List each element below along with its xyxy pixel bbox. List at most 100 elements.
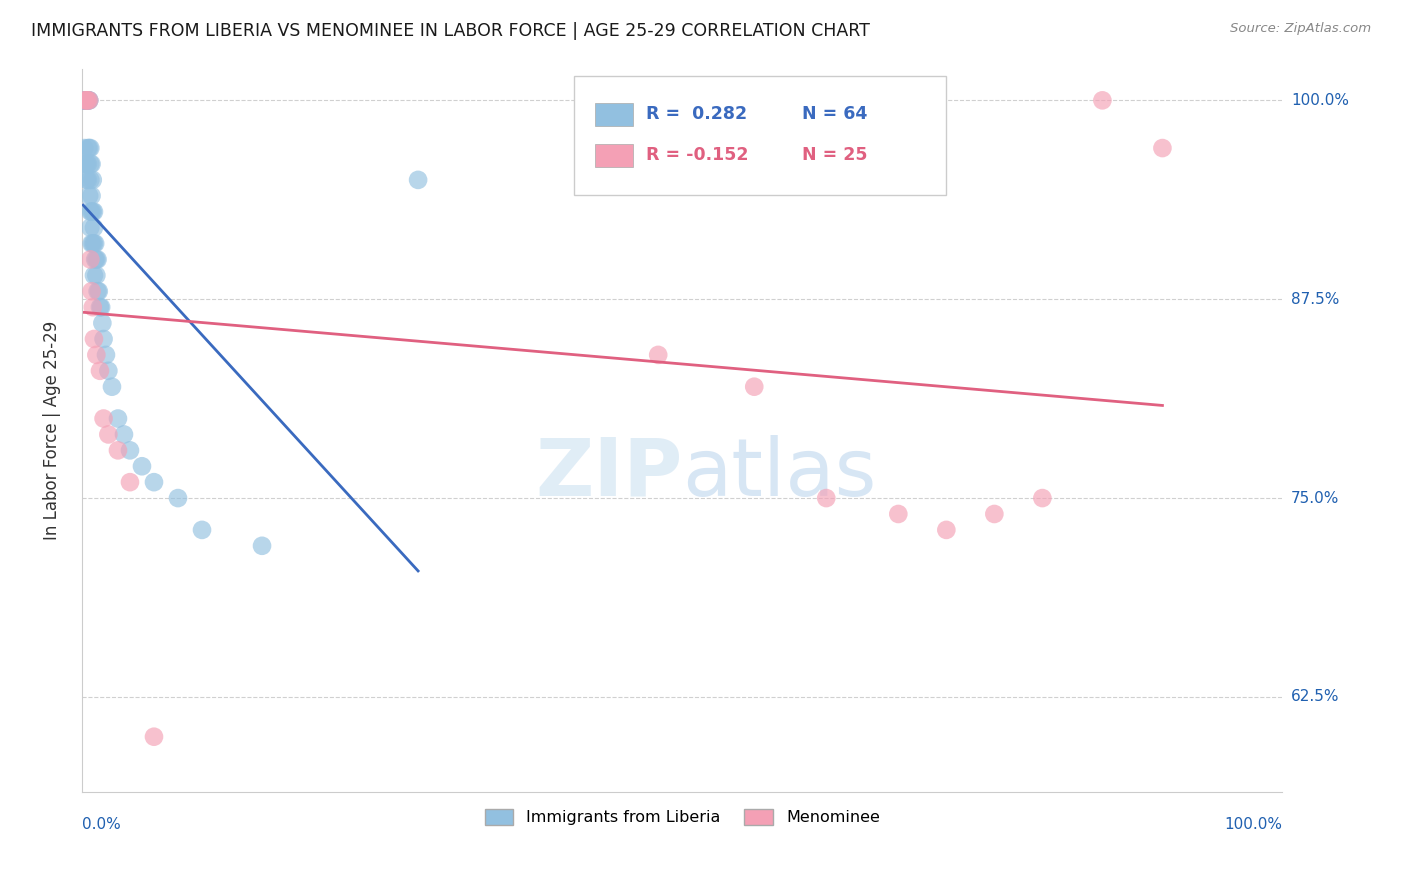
- Point: [79, 141, 101, 155]
- Point: [89, 300, 111, 314]
- Text: IMMIGRANTS FROM LIBERIA VS MENOMINEE IN LABOR FORCE | AGE 25-29 CORRELATION CHAR: IMMIGRANTS FROM LIBERIA VS MENOMINEE IN …: [31, 22, 870, 40]
- Point: [82, 173, 104, 187]
- Point: [86, 285, 108, 299]
- Point: [79, 252, 101, 267]
- Point: [86, 348, 108, 362]
- Y-axis label: In Labor Force | Age 25-29: In Labor Force | Age 25-29: [44, 321, 60, 540]
- Legend: Immigrants from Liberia, Menominee: Immigrants from Liberia, Menominee: [478, 802, 886, 831]
- Point: [83, 236, 105, 251]
- Text: R =  0.282: R = 0.282: [647, 105, 748, 123]
- Point: [83, 332, 105, 346]
- Point: [742, 380, 765, 394]
- Point: [131, 459, 153, 474]
- Point: [1152, 141, 1174, 155]
- Point: [118, 475, 141, 490]
- Point: [90, 300, 112, 314]
- Point: [77, 141, 100, 155]
- Point: [75, 93, 97, 107]
- Point: [191, 523, 214, 537]
- Point: [77, 93, 100, 107]
- Point: [73, 93, 96, 107]
- Point: [107, 411, 129, 425]
- Point: [75, 93, 97, 107]
- Point: [73, 93, 96, 107]
- Point: [93, 411, 115, 425]
- Point: [76, 157, 98, 171]
- Point: [647, 348, 669, 362]
- Point: [887, 507, 910, 521]
- Point: [84, 252, 107, 267]
- Point: [76, 93, 98, 107]
- Text: atlas: atlas: [682, 435, 876, 513]
- FancyBboxPatch shape: [574, 76, 946, 195]
- Text: 100.0%: 100.0%: [1225, 817, 1282, 832]
- Point: [73, 93, 96, 107]
- Point: [97, 364, 120, 378]
- Point: [77, 93, 100, 107]
- Point: [86, 252, 108, 267]
- Bar: [595, 103, 633, 126]
- Point: [73, 141, 96, 155]
- Point: [80, 204, 103, 219]
- Point: [89, 364, 111, 378]
- Point: [75, 157, 97, 171]
- Point: [79, 157, 101, 171]
- Point: [76, 93, 98, 107]
- Bar: [595, 144, 633, 167]
- Point: [76, 173, 98, 187]
- Point: [76, 93, 98, 107]
- Point: [93, 332, 115, 346]
- Point: [86, 252, 108, 267]
- Point: [143, 730, 166, 744]
- Point: [83, 220, 105, 235]
- Point: [143, 475, 166, 490]
- Point: [82, 300, 104, 314]
- Point: [82, 236, 104, 251]
- Point: [77, 141, 100, 155]
- Point: [75, 93, 97, 107]
- Point: [79, 220, 101, 235]
- Point: [75, 93, 97, 107]
- Point: [107, 443, 129, 458]
- Point: [80, 285, 103, 299]
- Point: [77, 93, 100, 107]
- Point: [87, 285, 110, 299]
- Point: [80, 189, 103, 203]
- Point: [1091, 93, 1114, 107]
- Point: [97, 427, 120, 442]
- Point: [112, 427, 135, 442]
- Point: [76, 93, 98, 107]
- Point: [73, 93, 96, 107]
- Text: N = 64: N = 64: [803, 105, 868, 123]
- Point: [1031, 491, 1053, 505]
- Point: [82, 204, 104, 219]
- Point: [250, 539, 273, 553]
- Point: [101, 380, 124, 394]
- Point: [91, 316, 114, 330]
- Point: [406, 173, 429, 187]
- Text: 75.0%: 75.0%: [1291, 491, 1339, 506]
- Point: [79, 173, 101, 187]
- Point: [83, 204, 105, 219]
- Point: [80, 236, 103, 251]
- Point: [815, 491, 838, 505]
- Point: [77, 173, 100, 187]
- Text: 100.0%: 100.0%: [1291, 93, 1348, 108]
- Point: [935, 523, 957, 537]
- Text: 0.0%: 0.0%: [82, 817, 121, 832]
- Point: [77, 93, 100, 107]
- Text: N = 25: N = 25: [803, 146, 868, 164]
- Point: [77, 93, 100, 107]
- Point: [72, 93, 94, 107]
- Point: [79, 204, 101, 219]
- Text: R = -0.152: R = -0.152: [647, 146, 749, 164]
- Point: [84, 236, 107, 251]
- Point: [86, 268, 108, 283]
- Point: [80, 157, 103, 171]
- Point: [77, 93, 100, 107]
- Point: [77, 157, 100, 171]
- Text: Source: ZipAtlas.com: Source: ZipAtlas.com: [1230, 22, 1371, 36]
- Point: [983, 507, 1005, 521]
- Point: [118, 443, 141, 458]
- Text: 87.5%: 87.5%: [1291, 292, 1339, 307]
